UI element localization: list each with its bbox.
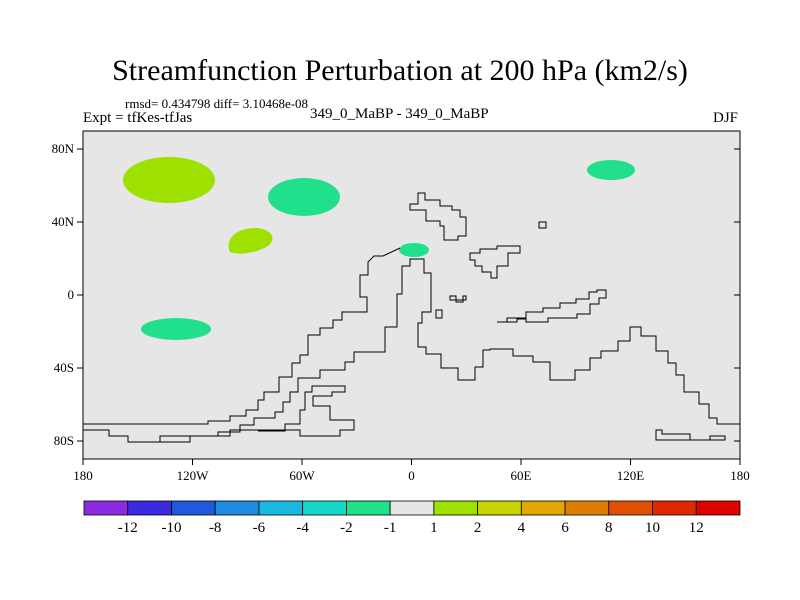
coastline-asia (469, 245, 521, 279)
anomaly-negative-south-pacific (141, 318, 211, 340)
colorbar-swatch (127, 500, 172, 516)
coastline-indonesia (497, 289, 607, 323)
colorbar-swatch (433, 500, 479, 516)
x-tick-label: 0 (408, 468, 415, 483)
y-tick-label: 40N (52, 214, 75, 229)
colorbar-label: -2 (340, 520, 353, 536)
colorbar-label: -10 (161, 520, 181, 536)
x-tick-label: 120E (617, 468, 645, 483)
colorbar-label: -8 (209, 520, 222, 536)
x-tick-label: 60E (511, 468, 532, 483)
colorbar-swatch (258, 500, 304, 516)
anomaly-positive-na-pacific (123, 157, 215, 203)
colorbar-labels: -12 -10 -8 -6 -4 -2 -1 1 2 4 6 8 10 12 (118, 520, 704, 536)
colorbar-swatch (83, 500, 129, 516)
y-tick-labels: 80N 40N 0 40S 80S (52, 141, 75, 448)
colorbar (83, 500, 741, 516)
colorbar-swatch (520, 500, 566, 516)
colorbar-label: 8 (605, 520, 613, 536)
y-tick-label: 40S (54, 360, 74, 375)
colorbar-label: -4 (296, 520, 309, 536)
y-tick-label: 80N (52, 141, 75, 156)
colorbar-swatch (302, 500, 347, 516)
season-label: DJF (713, 110, 739, 126)
colorbar-label: -12 (118, 520, 138, 536)
anomaly-negative-north-atlantic (268, 178, 340, 216)
colorbar-label: -6 (253, 520, 266, 536)
coastline-south-lines (131, 385, 355, 443)
coastline-africa-europe (409, 192, 467, 241)
figure-title: Streamfunction Perturbation at 200 hPa (… (112, 54, 688, 87)
colorbar-swatch (564, 500, 610, 516)
anomaly-layer (123, 157, 635, 340)
coastline-small-island-3 (435, 309, 443, 319)
coastlines (82, 192, 740, 443)
experiment-label: Expt = tfKes-tfJas (83, 110, 193, 126)
colorbar-label: 2 (474, 520, 482, 536)
colorbar-swatch (389, 500, 435, 516)
tick-marks (77, 148, 741, 465)
anomaly-negative-siberia (587, 160, 635, 180)
y-tick-label: 80S (54, 433, 74, 448)
colorbar-label: -1 (384, 520, 397, 536)
x-tick-label: 60W (289, 468, 315, 483)
x-tick-label: 180 (730, 468, 750, 483)
coastline-small-island-2 (449, 295, 467, 303)
colorbar-swatch (608, 500, 653, 516)
colorbar-label: 10 (645, 520, 660, 536)
colorbar-swatch (652, 500, 697, 516)
anomaly-negative-mediterranean (399, 243, 429, 257)
colorbar-label: 12 (689, 520, 704, 536)
stats-label: rmsd= 0.434798 diff= 3.10468e-08 (125, 96, 309, 111)
colorbar-swatch (171, 500, 216, 516)
colorbar-swatch (214, 500, 260, 516)
y-tick-label: 0 (68, 287, 75, 302)
colorbar-label: 6 (561, 520, 569, 536)
colorbar-swatch (345, 500, 391, 516)
anomaly-positive-caribbean (228, 228, 273, 254)
coastline-americas (82, 247, 740, 443)
colorbar-label: 1 (430, 520, 438, 536)
colorbar-label: 4 (518, 520, 526, 536)
x-tick-label: 120W (177, 468, 210, 483)
subtitle-label: 349_0_MaBP - 349_0_MaBP (310, 106, 489, 122)
colorbar-swatch (477, 500, 522, 516)
colorbar-swatch (695, 500, 741, 516)
coastline-small-island-1 (538, 221, 547, 229)
x-tick-label: 180 (73, 468, 93, 483)
coastline-ne-pacific-island (655, 429, 726, 441)
x-tick-labels: 180 120W 60W 0 60E 120E 180 (73, 468, 750, 483)
